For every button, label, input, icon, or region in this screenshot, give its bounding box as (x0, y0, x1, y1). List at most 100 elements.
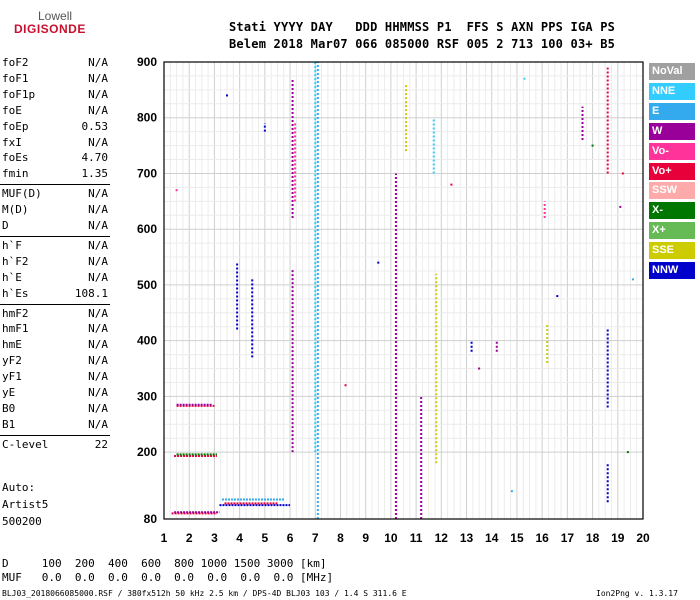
param-row: MUF(D) N/A (0, 187, 108, 203)
legend-item: Vo- (649, 142, 695, 160)
param-name: C-level (2, 437, 49, 451)
x-tick-label: 14 (485, 531, 499, 545)
y-tick-label: 700 (137, 166, 157, 180)
x-tick-label: 7 (312, 531, 319, 545)
x-tick-label: 4 (236, 531, 243, 545)
legend-item: NNW (649, 262, 695, 279)
param-value: N/A (88, 254, 108, 268)
param-value: N/A (88, 238, 108, 252)
param-name: D (2, 219, 9, 232)
header-values: Belem 2018 Mar07 066 085000 RSF 005 2 71… (229, 37, 616, 51)
param-name: yF2 (2, 354, 22, 368)
legend-item: Vo+ (649, 162, 695, 180)
param-row: fmin 1.35 (0, 167, 108, 183)
param-value: N/A (88, 219, 108, 232)
param-name: hmF1 (2, 322, 29, 336)
y-tick-label: 500 (137, 278, 157, 292)
echo-point (478, 367, 481, 370)
param-value: N/A (88, 306, 108, 320)
param-row: foEp 0.53 (0, 120, 108, 136)
legend-item: SSE (649, 242, 695, 260)
param-value: N/A (88, 386, 108, 399)
legend-item: NoVal (649, 63, 695, 80)
legend-item: X+ (649, 222, 695, 240)
y-tick-label: 300 (137, 389, 157, 403)
param-name: foE (2, 103, 22, 117)
x-tick-label: 10 (384, 531, 398, 545)
auto-label: Auto: (2, 481, 36, 494)
footer-muf-row: MUF 0.0 0.0 0.0 0.0 0.0 0.0 0.0 0.0 [MHz… (2, 571, 334, 584)
param-name: fmin (2, 167, 29, 181)
param-row: fxI N/A (0, 136, 108, 152)
param-name: yF1 (2, 370, 22, 384)
param-value: N/A (88, 338, 108, 352)
x-tick-label: 6 (287, 531, 294, 545)
param-row: hmF1 N/A (0, 322, 108, 338)
param-name: foEs (2, 151, 29, 165)
x-tick-label: 16 (535, 531, 549, 545)
logo-digisonde: DIGISONDE (14, 22, 86, 36)
y-tick-label: 900 (137, 55, 157, 69)
param-row: foF2 N/A (0, 56, 108, 72)
param-name: h`F (2, 238, 22, 252)
param-value: N/A (88, 322, 108, 336)
param-name: B0 (2, 401, 16, 415)
param-row: yF2 N/A (0, 354, 108, 370)
echo-point (626, 451, 629, 454)
echo-point (175, 189, 178, 192)
echo-point (631, 278, 634, 281)
param-value: N/A (88, 56, 108, 69)
param-row: h`F N/A (0, 239, 108, 255)
param-separator (0, 235, 110, 237)
param-name: yE (2, 386, 16, 399)
x-tick-label: 18 (586, 531, 600, 545)
x-tick-label: 2 (186, 531, 193, 545)
auto-code: 500200 (2, 515, 42, 528)
param-row: hmE N/A (0, 338, 108, 354)
param-name: h`E (2, 270, 22, 284)
param-name: hmF2 (2, 306, 29, 320)
x-tick-label: 17 (561, 531, 575, 545)
param-row: M(D) N/A (0, 203, 108, 219)
param-row: hmF2 N/A (0, 307, 108, 323)
x-tick-label: 9 (362, 531, 369, 545)
param-name: foEp (2, 119, 29, 133)
y-tick-label: 80 (144, 512, 158, 526)
legend-item: W (649, 122, 695, 140)
x-tick-label: 5 (261, 531, 268, 545)
legend-item: X- (649, 202, 695, 220)
param-separator (0, 303, 110, 305)
x-tick-label: 8 (337, 531, 344, 545)
legend-item: E (649, 102, 695, 120)
legend-item: NNE (649, 82, 695, 100)
x-tick-label: 3 (211, 531, 218, 545)
echo-point (226, 94, 229, 97)
param-row: yF1 N/A (0, 370, 108, 386)
param-row: foF1 N/A (0, 72, 108, 88)
param-row: foEs 4.70 (0, 151, 108, 167)
param-row: B0 N/A (0, 402, 108, 418)
echo-point (450, 183, 453, 186)
x-tick-label: 12 (435, 531, 449, 545)
param-row: C-level 22 (0, 438, 108, 454)
y-tick-label: 600 (137, 222, 157, 236)
param-row: yE N/A (0, 386, 108, 402)
param-value: 108.1 (74, 286, 108, 300)
param-value: N/A (88, 135, 108, 149)
param-value: N/A (88, 103, 108, 117)
param-value: N/A (88, 87, 108, 101)
echo-point (556, 295, 559, 298)
footer-file-info: BLJ03_2018066085000.RSF / 380fx512h 50 k… (2, 589, 407, 598)
auto-artist: Artist5 (2, 498, 49, 511)
param-value: 0.53 (81, 119, 109, 133)
x-tick-label: 11 (410, 531, 423, 545)
header-labels: Stati YYYY DAY DDD HHMMSS P1 FFS S AXN P… (229, 20, 616, 34)
param-row: D N/A (0, 219, 108, 235)
param-name: h`Es (2, 286, 29, 300)
x-tick-label: 13 (460, 531, 474, 545)
param-row: h`E N/A (0, 271, 108, 287)
param-value: N/A (88, 71, 108, 85)
param-value: N/A (88, 203, 108, 217)
x-tick-label: 15 (510, 531, 524, 545)
param-value: 22 (94, 437, 108, 451)
